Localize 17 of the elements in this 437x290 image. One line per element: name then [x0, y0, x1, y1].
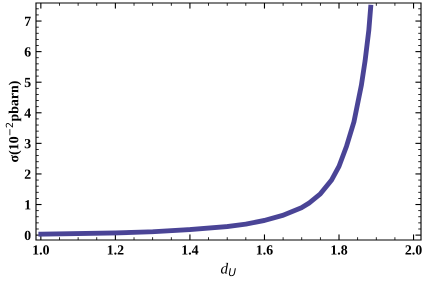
x-tick-label: 1.6: [256, 245, 273, 255]
x-tick-label: 2.0: [405, 245, 422, 255]
y-tick-label: 4: [24, 108, 31, 118]
y-axis-title: σ(10$^{−2}$pbarn): [6, 81, 22, 162]
y-tick-label: 6: [24, 47, 31, 57]
x-tick-label: 1.8: [331, 245, 348, 255]
x-tick-label: 1.0: [33, 245, 49, 255]
line-series: [38, 4, 374, 237]
y-tick-label: 7: [24, 16, 31, 26]
x-tick-label: 1.4: [182, 245, 198, 255]
y-tick-label: 5: [24, 78, 31, 88]
y-tick-label: 0: [24, 230, 31, 240]
x-tick-label: 1.2: [108, 245, 124, 255]
y-tick-label: 1: [25, 200, 30, 210]
y-tick-label: 3: [24, 138, 31, 148]
x-axis-title: d$_{U}$: [220, 262, 236, 276]
y-tick-label: 2: [24, 170, 31, 179]
